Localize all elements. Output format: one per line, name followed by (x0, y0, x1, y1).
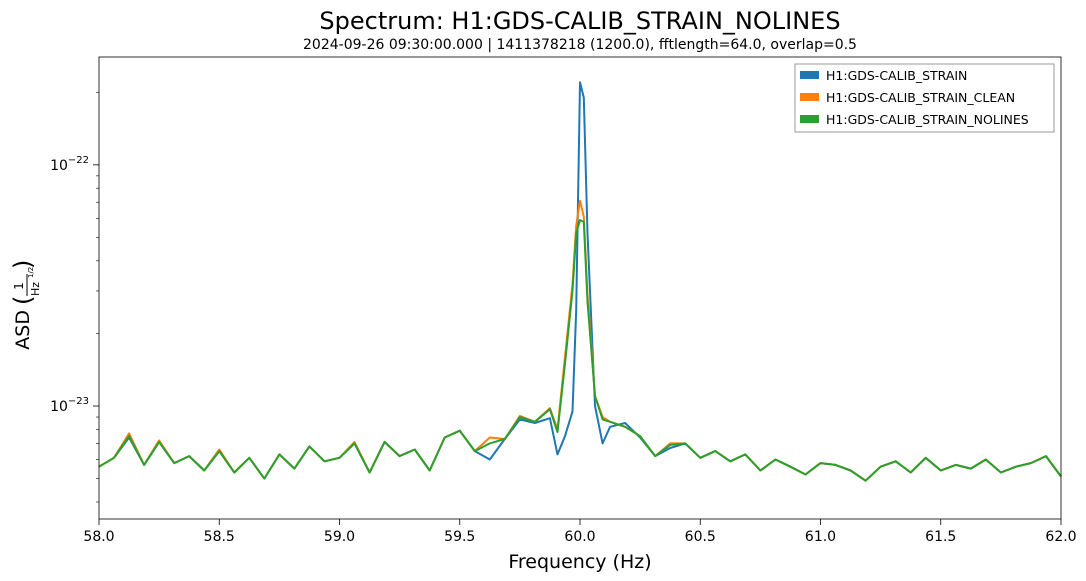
y-tick-label: 10−22 (50, 155, 89, 174)
series-lines (98, 81, 1062, 482)
chart-subtitle: 2024-09-26 09:30:00.000 | 1411378218 (12… (303, 37, 857, 53)
legend-label-nolines: H1:GDS-CALIB_STRAIN_NOLINES (826, 112, 1029, 127)
y-axis-label: ASD ( 1 Hz 1/2 ) (9, 260, 42, 350)
legend-swatch-nolines (800, 115, 819, 123)
x-axis-ticks: 58.0 58.5 59.0 59.5 60.0 60.5 61.0 61.5 62.0 (83, 519, 1077, 545)
x-axis-label: Frequency (Hz) (508, 551, 651, 573)
legend-swatch-strain (800, 71, 819, 79)
y-axis-unit-open-paren: ( (9, 296, 37, 305)
series-line-clean (98, 199, 1062, 482)
x-tick-label: 59.0 (324, 529, 355, 545)
legend-box (794, 63, 1055, 133)
y-axis-unit-close-paren: ) (9, 260, 37, 269)
x-tick-label: 59.5 (444, 529, 475, 545)
x-tick-label: 61.0 (805, 529, 836, 545)
y-axis-unit-numerator: 1 (12, 282, 26, 290)
x-tick-label: 61.5 (925, 529, 956, 545)
y-axis-label-text: ASD (12, 310, 34, 350)
legend-label-clean: H1:GDS-CALIB_STRAIN_CLEAN (826, 90, 1015, 105)
y-axis-unit-exponent: 1/2 (27, 267, 35, 278)
legend: H1:GDS-CALIB_STRAIN H1:GDS-CALIB_STRAIN_… (794, 63, 1055, 133)
plot-frame (98, 56, 1062, 520)
chart-title: Spectrum: H1:GDS-CALIB_STRAIN_NOLINES (319, 7, 840, 35)
y-axis-unit-denominator: Hz (29, 282, 42, 296)
x-tick-label: 58.0 (83, 529, 114, 545)
x-tick-label: 60.5 (685, 529, 716, 545)
y-axis-ticks: 10−23 10−22 (50, 91, 99, 503)
series-line-nolines (98, 219, 1062, 482)
legend-swatch-clean (800, 93, 819, 101)
legend-label-strain: H1:GDS-CALIB_STRAIN (826, 68, 967, 83)
y-tick-label: 10−23 (50, 396, 89, 415)
x-tick-label: 58.5 (204, 529, 235, 545)
x-tick-label: 62.0 (1045, 529, 1076, 545)
x-tick-label: 60.0 (564, 529, 595, 545)
series-line-strain (98, 81, 1062, 482)
